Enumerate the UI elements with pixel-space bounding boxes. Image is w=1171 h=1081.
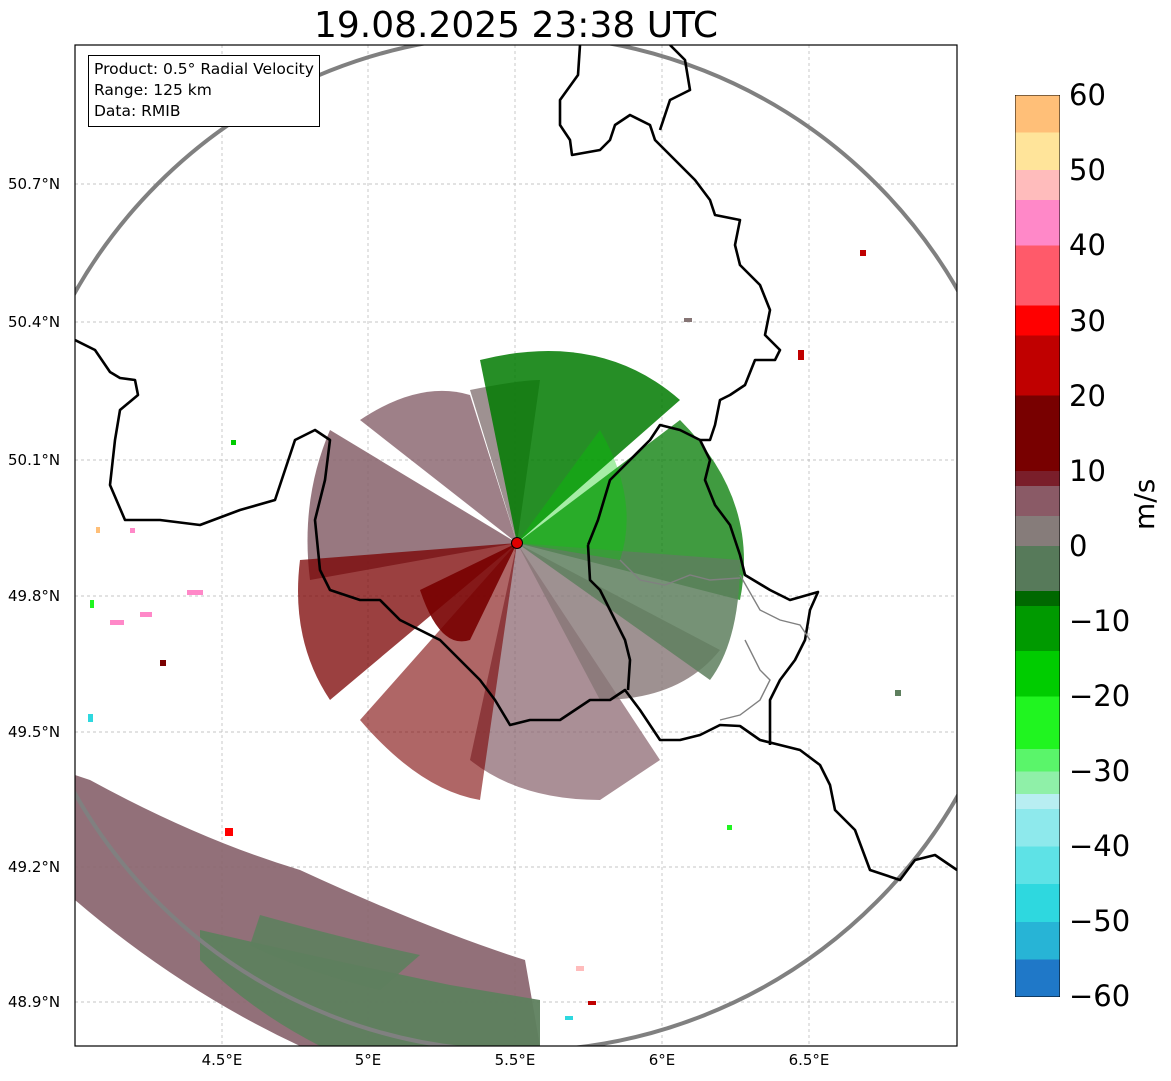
echo-receding-core (420, 543, 517, 642)
echo-approaching-ne (480, 351, 680, 543)
lat-label-50-7: 50.7°N (8, 175, 61, 193)
lat-label-49-2: 49.2°N (8, 858, 61, 876)
echo-zero-band-se (517, 543, 720, 700)
echo-receding-s (470, 543, 660, 800)
colorbar-tick-m40: −40 (1069, 829, 1131, 863)
echo-receding-n (360, 390, 517, 543)
echo-sw-band-green2 (250, 915, 420, 990)
colorbar-tick-20: 20 (1069, 379, 1106, 413)
radar-site-marker (511, 537, 523, 549)
colorbar-tick-50: 50 (1069, 153, 1106, 187)
colorbar-tick-m50: −50 (1069, 904, 1131, 938)
colorbar (1015, 95, 1060, 997)
echo-receding-nw (307, 430, 517, 580)
colorbar-tick-30: 30 (1069, 304, 1106, 338)
map-frame (74, 44, 958, 1047)
lat-label-48-9: 48.9°N (8, 993, 61, 1011)
colorbar-tick-40: 40 (1069, 228, 1106, 262)
lon-label-5-5: 5.5°E (494, 1051, 536, 1069)
echo-speckles (88, 250, 901, 1020)
colorbar-tick-0: 0 (1069, 529, 1088, 563)
radar-echoes (75, 250, 901, 1046)
country-borders (75, 45, 957, 882)
lon-label-5: 5°E (354, 1051, 382, 1069)
lat-label-50-4: 50.4°N (8, 313, 61, 331)
lat-label-50-1: 50.1°N (8, 451, 61, 469)
lon-label-4-5: 4.5°E (201, 1051, 243, 1069)
info-box: Product: 0.5° Radial Velocity Range: 125… (88, 55, 320, 127)
lon-label-6: 6°E (648, 1051, 676, 1069)
lon-label-6-5: 6.5°E (788, 1051, 830, 1069)
lat-label-49-5: 49.5°N (8, 723, 61, 741)
colorbar-tick-10: 10 (1069, 454, 1106, 488)
colorbar-unit-label: m/s (1128, 478, 1161, 530)
lat-label-49-8: 49.8°N (8, 587, 61, 605)
info-data-source: Data: RMIB (94, 102, 181, 120)
colorbar-tick-m30: −30 (1069, 754, 1131, 788)
colorbar-tick-m20: −20 (1069, 679, 1131, 713)
admin-borders (619, 559, 811, 721)
colorbar-tick-m10: −10 (1069, 604, 1131, 638)
echo-approaching-mid (517, 430, 627, 560)
echo-sw-band (75, 775, 540, 1046)
info-range: Range: 125 km (94, 81, 212, 99)
info-product: Product: 0.5° Radial Velocity (94, 60, 314, 78)
colorbar-tick-m60: −60 (1069, 979, 1131, 1013)
map-title: 19.08.2025 23:38 UTC (313, 5, 719, 46)
colorbar-tick-60: 60 (1069, 78, 1106, 112)
